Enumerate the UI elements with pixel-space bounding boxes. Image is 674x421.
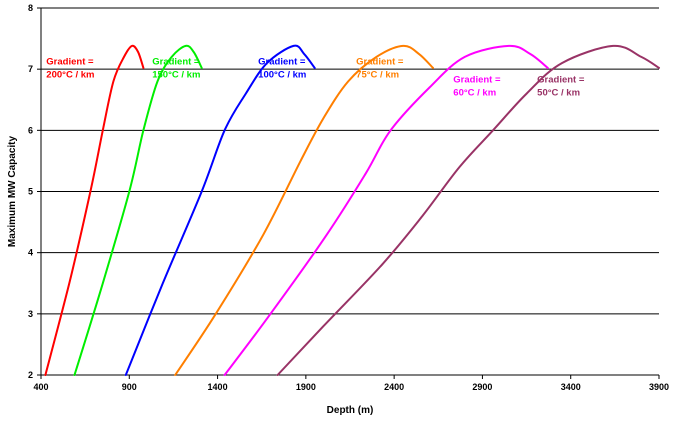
series-label-5: Gradient = 50°C / km <box>537 75 585 99</box>
series-label-3: Gradient = 75°C / km <box>356 56 404 80</box>
y-tick-label: 7 <box>28 64 33 74</box>
y-axis-ticks: 2 3 4 5 6 7 8 <box>28 3 41 380</box>
x-tick-label: 1900 <box>296 382 316 392</box>
series-line-5 <box>276 44 660 376</box>
y-tick-label: 4 <box>28 248 33 258</box>
series-label-4: Gradient = 60°C / km <box>453 75 501 99</box>
series-line-0 <box>44 44 145 376</box>
x-tick-label: 400 <box>33 382 48 392</box>
x-tick-label: 3400 <box>561 382 581 392</box>
series-annotations: Gradient = 200°C / km Gradient = 150°C / km… <box>46 56 585 98</box>
y-tick-label: 5 <box>28 187 33 197</box>
x-tick-label: 2900 <box>472 382 492 392</box>
x-tick-label: 1400 <box>208 382 228 392</box>
x-tick-label: 3900 <box>649 382 669 392</box>
y-tick-label: 2 <box>28 370 33 380</box>
y-tick-label: 3 <box>28 309 33 319</box>
x-axis-ticks: 400 900 1400 1900 2400 2900 3400 3900 <box>33 375 669 392</box>
series-label-2: Gradient = 100°C / km <box>258 56 306 80</box>
series-line-1 <box>73 44 203 376</box>
series-line-4 <box>223 44 549 376</box>
series-label-0: Gradient = 200°C / km <box>46 56 94 80</box>
series-lines <box>44 44 660 376</box>
y-tick-label: 6 <box>28 125 33 135</box>
x-axis-title: Depth (m) <box>327 405 374 416</box>
series-label-1: Gradient = 150°C / km <box>152 56 200 80</box>
x-tick-label: 900 <box>122 382 137 392</box>
x-tick-label: 2400 <box>384 382 404 392</box>
y-axis-title: Maximum MW Capacity <box>7 135 18 247</box>
series-line-2 <box>124 44 316 376</box>
y-tick-label: 8 <box>28 3 33 13</box>
gridlines <box>41 7 659 315</box>
series-line-3 <box>174 44 434 376</box>
